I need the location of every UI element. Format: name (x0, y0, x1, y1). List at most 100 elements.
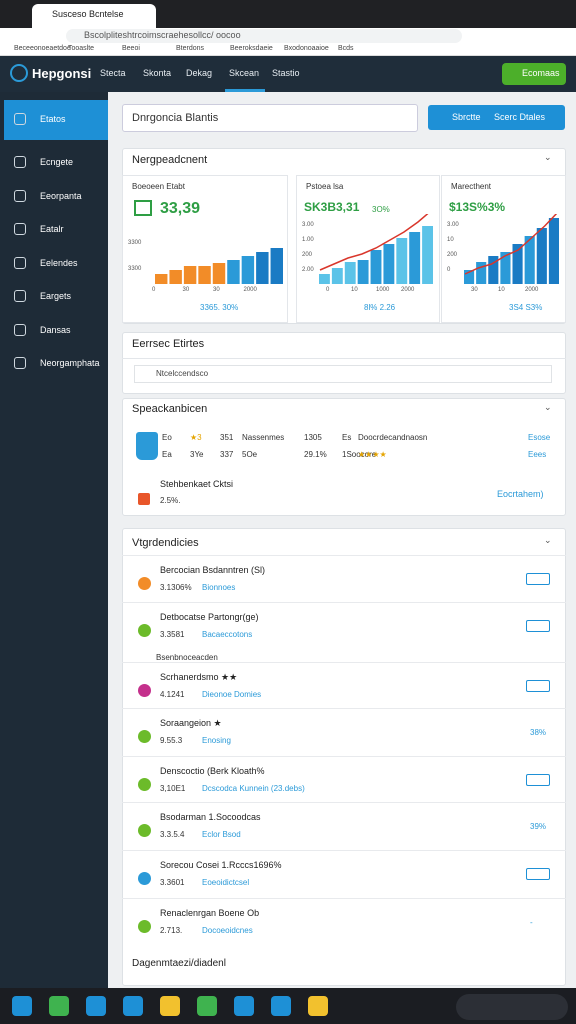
y-label: 1.00 (302, 237, 314, 243)
bar (422, 226, 433, 284)
sidebar-item[interactable]: Etatos (40, 114, 66, 124)
url[interactable]: Bscolpliteshtrcoimscraehesollcc/ oocoo (84, 30, 241, 40)
bookmark[interactable]: Tooaslte (68, 45, 95, 52)
nav-item[interactable]: Skonta (143, 68, 172, 78)
taskbar-icon[interactable] (123, 996, 143, 1016)
sidebar-item[interactable]: Ecngete (40, 157, 74, 167)
item-icon (138, 577, 151, 590)
taskbar-icon[interactable] (49, 996, 69, 1016)
item-name: Bsodarman 1.Socoodcas (160, 812, 261, 822)
taskbar-icon[interactable] (160, 996, 180, 1016)
sidebar-item[interactable]: Dansas (40, 324, 71, 335)
taskbar-icon[interactable] (197, 996, 217, 1016)
x-label: 2000 (243, 287, 257, 293)
item-num: 3.3581 (160, 630, 185, 639)
trend-line (319, 214, 429, 271)
item-sub: Bacaeccotons (202, 630, 253, 639)
section-label: Bsenbnoceacden (156, 653, 218, 662)
taskbar-icon[interactable] (234, 996, 254, 1016)
spot-cell: Eees (528, 450, 547, 459)
nav-item[interactable]: Stastio (272, 68, 300, 78)
bar (357, 260, 369, 284)
filter-input[interactable] (134, 365, 552, 383)
card (122, 528, 566, 986)
nav-item[interactable]: Dekag (186, 68, 213, 78)
tab-title[interactable]: Susceso Bcntelse (52, 9, 124, 19)
logo: Hepgonsi (32, 66, 92, 81)
item-icon (138, 872, 151, 885)
panel (441, 175, 566, 323)
item-name: Bercocian Bsdanntren (Sl) (160, 565, 266, 575)
taskbar-icon[interactable] (308, 996, 328, 1016)
sidebar-item[interactable]: Eelendes (40, 257, 78, 268)
bar (396, 238, 408, 284)
item-right: 38% (530, 728, 547, 737)
filter-text: Ntcelccendsco (156, 369, 209, 378)
item-action[interactable] (526, 573, 550, 585)
tray (456, 994, 568, 1020)
taskbar-icon[interactable] (12, 996, 32, 1016)
panel (296, 175, 440, 323)
item-name: Sorecou Cosei 1.Rcccs1696% (160, 860, 282, 870)
sidebar-item[interactable]: Eatalr (40, 224, 64, 234)
x-label: 2000 (525, 287, 539, 293)
url-box (66, 29, 462, 43)
item-name: Detbocatse Partongr(ge) (160, 612, 259, 622)
bar (548, 218, 559, 284)
item-num: 3.1306% (160, 583, 192, 592)
sidebar-item[interactable]: Neorgamphata (40, 358, 100, 368)
bar (331, 268, 343, 284)
item-action[interactable] (526, 680, 550, 692)
bar (241, 256, 255, 284)
divider (122, 708, 566, 709)
sidebar-item[interactable]: Eargets (40, 291, 72, 301)
panel-foot: 3S4 S3% (509, 303, 543, 312)
spot-cell: 337 (220, 450, 234, 459)
sidebar-icon (14, 290, 26, 302)
bookmark[interactable]: Beceeonoeaetdoe (14, 45, 71, 52)
x-label: 10 (351, 287, 358, 293)
item-link[interactable]: Eocrtahem) (497, 489, 544, 499)
bookmark[interactable]: Beeoi (122, 45, 140, 52)
bar (383, 244, 395, 284)
bookmark[interactable]: Bterdons (176, 45, 205, 52)
tab (32, 4, 156, 28)
search-box[interactable] (122, 104, 418, 132)
item-right: 39% (530, 822, 547, 831)
bookmark[interactable]: Bcds (338, 45, 354, 52)
item-icon (138, 778, 151, 791)
panel (122, 175, 288, 323)
nav-item[interactable]: Skcean (229, 68, 260, 78)
item-action[interactable] (526, 774, 550, 786)
item-icon (138, 684, 151, 697)
item-action[interactable] (526, 620, 550, 632)
logo-icon (10, 64, 28, 82)
panel-value: $13S%3% (449, 200, 506, 214)
x-label: 0 (326, 287, 330, 293)
item-num: 3.3601 (160, 878, 185, 887)
taskbar-icon[interactable] (86, 996, 106, 1016)
spot-cell: ★★★★ (358, 450, 387, 459)
spot-cell: Doocrdecandnaosn (358, 433, 428, 442)
bookmark[interactable]: Bxodonoaaioe (284, 45, 329, 52)
mini-chart (319, 214, 433, 284)
chevron: ⌄ (544, 152, 552, 162)
bar (183, 266, 197, 284)
card (122, 148, 566, 324)
divider (122, 602, 566, 603)
action-label[interactable]: Ecomaas (522, 68, 560, 78)
y-label: 2.00 (302, 267, 314, 273)
nav-item[interactable]: Stecta (100, 68, 126, 78)
panel-value: 33,39 (160, 200, 201, 217)
bar (500, 252, 511, 284)
bookmark[interactable]: Beeroksdaeie (230, 45, 273, 52)
spot-cell: Ea (162, 450, 172, 459)
taskbar-icon[interactable] (271, 996, 291, 1016)
item-action[interactable] (526, 868, 550, 880)
bar (524, 236, 535, 284)
sidebar-item[interactable]: Eeorpanta (40, 190, 82, 201)
item-name: Denscoctio (Berk Kloath% (160, 766, 265, 776)
search-button[interactable] (428, 105, 565, 130)
bar (319, 274, 330, 284)
panel-label: Marecthent (451, 182, 492, 191)
